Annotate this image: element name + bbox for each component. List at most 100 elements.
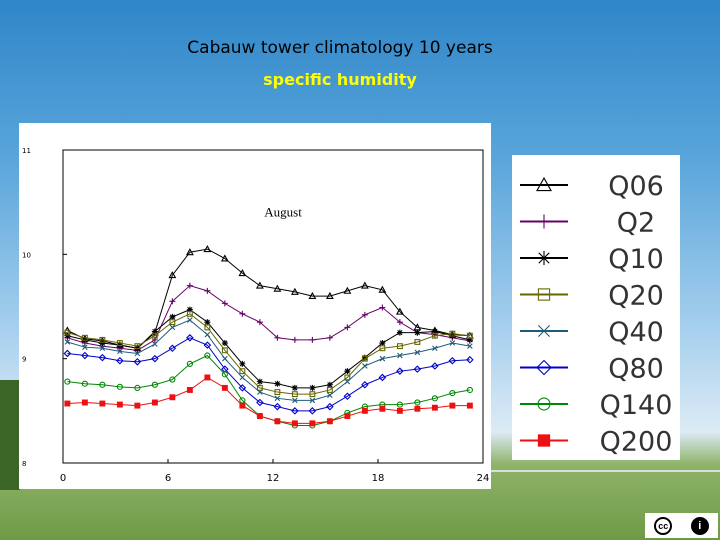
data-point [151, 328, 158, 335]
legend-item-q2: Q2 [520, 208, 655, 239]
series-q80 [63, 334, 474, 415]
data-point [309, 420, 316, 427]
creative-commons-icon: cc [654, 516, 673, 535]
data-point [82, 344, 88, 350]
x-tick-label: 24 [477, 473, 490, 484]
background-hedge [0, 380, 20, 490]
x-tick-label: 18 [372, 473, 385, 484]
data-point [431, 332, 438, 339]
data-point [81, 399, 88, 406]
data-point [221, 347, 228, 354]
data-point [116, 401, 123, 408]
data-point [239, 374, 246, 381]
x-tick-label: 0 [60, 473, 66, 484]
slide-title: Cabauw tower climatology 10 years [187, 38, 493, 58]
legend-label: Q10 [608, 244, 664, 275]
data-point [168, 344, 177, 353]
data-point [186, 360, 193, 367]
legend-swatch-marker [538, 325, 550, 337]
data-point [379, 340, 386, 347]
data-point [274, 418, 281, 425]
data-point [151, 399, 158, 406]
legend-swatch-marker [537, 434, 551, 447]
data-point [169, 376, 176, 383]
data-point [256, 319, 263, 326]
data-point [133, 358, 142, 366]
series-line [67, 285, 470, 351]
data-point [396, 401, 403, 408]
data-point [169, 394, 176, 401]
chart-panel: 0 6 12 18 24 8 9 10 11 August [19, 123, 491, 489]
data-point [98, 353, 107, 362]
series-q2 [64, 282, 473, 354]
data-point [344, 413, 351, 419]
data-point [362, 363, 368, 369]
data-point [344, 374, 351, 381]
legend-label: Q06 [608, 171, 664, 202]
data-point [431, 362, 439, 370]
data-point [116, 383, 123, 390]
data-point [116, 340, 123, 346]
series-line [67, 319, 470, 401]
data-point [432, 345, 438, 352]
data-point [239, 310, 246, 317]
data-point [379, 355, 386, 362]
data-point [152, 341, 158, 347]
series-q06 [63, 244, 474, 352]
data-point [168, 271, 177, 279]
data-point [449, 402, 456, 409]
legend-label: Q2 [617, 208, 655, 239]
data-point [99, 340, 106, 347]
data-point [185, 248, 194, 256]
data-point [326, 334, 333, 341]
data-point [64, 339, 71, 345]
data-point [273, 284, 282, 292]
data-point [291, 407, 299, 415]
slide-subtitle: specific humidity [263, 70, 417, 89]
data-point [117, 348, 123, 355]
data-point [449, 389, 456, 397]
data-point [203, 244, 212, 253]
data-point [309, 391, 316, 398]
data-point [344, 324, 351, 331]
data-point [397, 352, 403, 359]
legend-label: Q20 [608, 281, 664, 312]
data-point [309, 336, 316, 343]
legend-label: Q40 [608, 317, 664, 348]
series-q140 [64, 352, 473, 429]
legend-label: Q200 [600, 427, 673, 458]
data-point [466, 402, 473, 409]
data-point [204, 352, 211, 359]
data-point [291, 420, 298, 427]
data-point [308, 407, 317, 415]
data-point [116, 356, 124, 365]
x-tick-label: 12 [267, 473, 280, 484]
data-point [431, 404, 438, 411]
data-point [343, 392, 352, 401]
data-point [467, 343, 473, 349]
data-point [361, 311, 368, 318]
legend-label: Q80 [608, 354, 664, 385]
data-point [239, 402, 246, 409]
series-line [67, 376, 470, 424]
legend-swatch-marker [537, 251, 551, 265]
legend-label: Q140 [600, 390, 673, 421]
data-point [204, 331, 211, 338]
legend-swatch-marker [537, 288, 551, 301]
series-q40 [64, 317, 473, 404]
data-point [204, 374, 211, 381]
license-badge[interactable]: cc i [645, 513, 718, 538]
data-point [63, 349, 72, 358]
data-point [256, 378, 263, 385]
data-point [290, 287, 299, 295]
data-point [186, 334, 194, 342]
data-point [396, 343, 403, 350]
data-point [187, 317, 193, 323]
y-tick-label: 10 [22, 251, 31, 259]
data-point [134, 350, 141, 357]
data-point [466, 332, 473, 339]
data-point [256, 384, 263, 391]
data-point [221, 384, 228, 391]
data-point [64, 332, 71, 339]
data-point [273, 402, 282, 411]
